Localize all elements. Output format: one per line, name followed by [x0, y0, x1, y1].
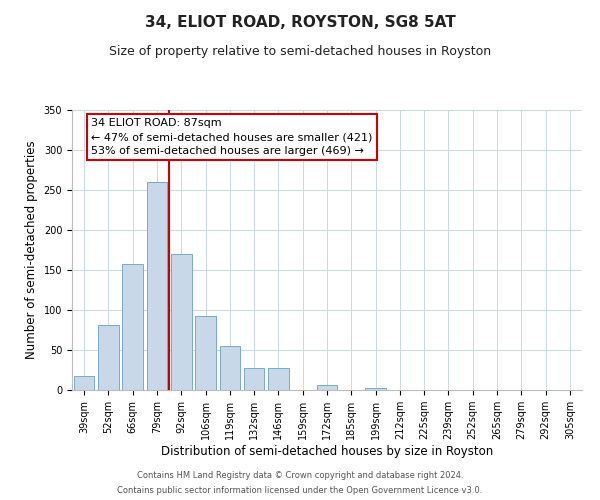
Bar [195, 316, 216, 390]
Bar [220, 346, 240, 390]
Bar [244, 368, 265, 390]
Text: 34, ELIOT ROAD, ROYSTON, SG8 5AT: 34, ELIOT ROAD, ROYSTON, SG8 5AT [145, 15, 455, 30]
Bar [122, 264, 143, 390]
Bar [146, 182, 167, 390]
Bar [171, 254, 191, 390]
Bar [74, 376, 94, 390]
Bar [317, 385, 337, 390]
Text: Contains public sector information licensed under the Open Government Licence v3: Contains public sector information licen… [118, 486, 482, 495]
Bar [365, 388, 386, 390]
Bar [98, 325, 119, 390]
Bar [268, 368, 289, 390]
Y-axis label: Number of semi-detached properties: Number of semi-detached properties [25, 140, 38, 360]
Text: Contains HM Land Registry data © Crown copyright and database right 2024.: Contains HM Land Registry data © Crown c… [137, 471, 463, 480]
Text: Size of property relative to semi-detached houses in Royston: Size of property relative to semi-detach… [109, 45, 491, 58]
X-axis label: Distribution of semi-detached houses by size in Royston: Distribution of semi-detached houses by … [161, 445, 493, 458]
Text: 34 ELIOT ROAD: 87sqm
← 47% of semi-detached houses are smaller (421)
53% of semi: 34 ELIOT ROAD: 87sqm ← 47% of semi-detac… [91, 118, 373, 156]
